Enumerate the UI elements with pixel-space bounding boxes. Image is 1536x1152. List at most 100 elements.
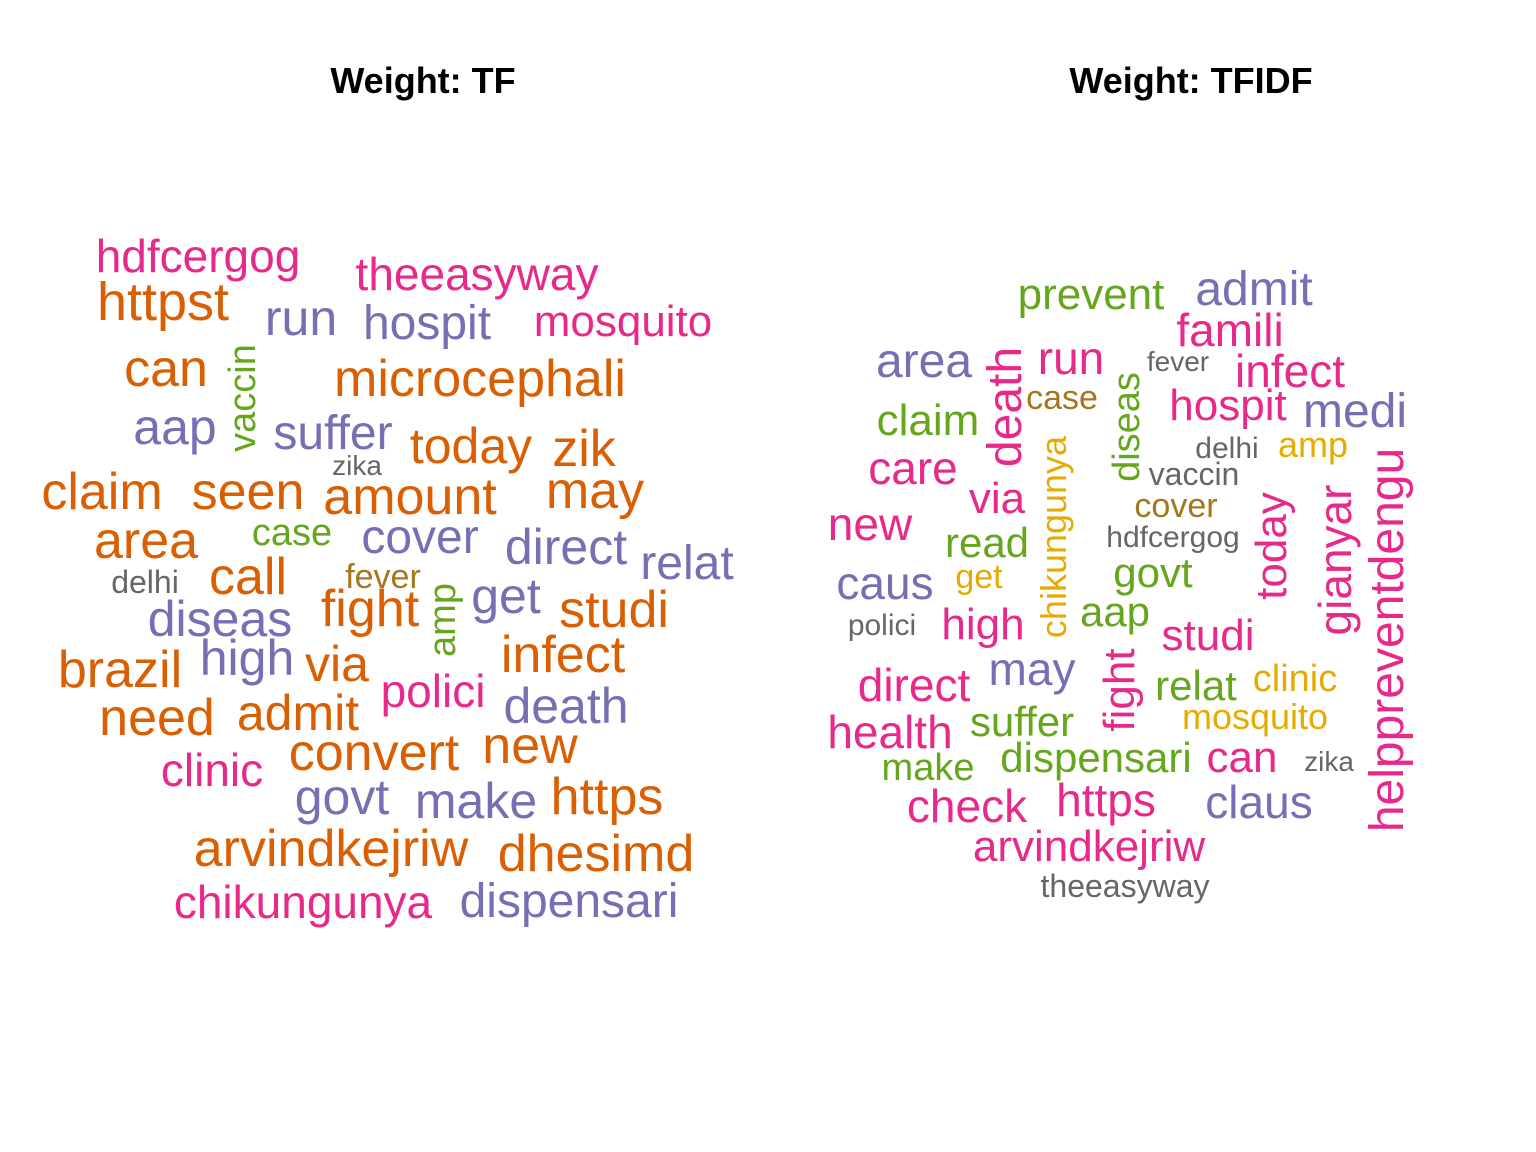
word-suffer: suffer [273, 407, 393, 460]
word-cover: cover [361, 511, 479, 564]
word-govt: govt [294, 769, 390, 825]
word-hospit: hospit [1169, 381, 1287, 430]
word-zika: zika [332, 450, 382, 481]
word-area: area [93, 512, 199, 570]
word-infect: infect [1235, 345, 1345, 397]
word-httpst: httpst [96, 272, 230, 332]
word-dispensari: dispensari [1000, 734, 1192, 781]
word-case: case [251, 512, 333, 554]
word-theeasyway: theeasyway [355, 248, 599, 300]
word-today: today [1247, 492, 1296, 600]
word-dhesimd: dhesimd [497, 825, 695, 883]
word-clinic: clinic [160, 744, 264, 796]
word-clinic: clinic [1252, 658, 1338, 700]
word-relat: relat [640, 537, 734, 590]
word-diseas: diseas [1106, 372, 1148, 482]
word-death: death [979, 346, 1032, 468]
word-claim: claim [876, 396, 980, 445]
word-need: need [99, 689, 215, 747]
word-polici: polici [380, 665, 486, 717]
word-admit: admit [236, 685, 360, 741]
word-suffer: suffer [969, 698, 1075, 745]
word-diseas: diseas [147, 591, 293, 647]
word-gianyar: gianyar [1309, 484, 1361, 636]
word-mosquito: mosquito [533, 297, 713, 346]
word-run: run [264, 290, 338, 346]
word-dispensari: dispensari [459, 875, 679, 928]
word-zik: zik [552, 420, 616, 478]
word-arvindkejriw: arvindkejriw [972, 822, 1206, 871]
word-prevent: prevent [1017, 270, 1165, 319]
word-hdfcergog: hdfcergog [95, 230, 301, 282]
word-microcephali: microcephali [334, 350, 626, 408]
word-fight: fight [320, 580, 420, 638]
word-can: can [1206, 733, 1278, 782]
word-get: get [471, 568, 541, 624]
word-seen: seen [191, 463, 305, 521]
word-area: area [875, 335, 973, 388]
word-arvindkejriw: arvindkejriw [193, 820, 469, 878]
word-high: high [199, 630, 295, 686]
word-make: make [881, 747, 975, 789]
word-delhi: delhi [1195, 432, 1259, 465]
word-get: get [955, 558, 1003, 596]
word-high: high [941, 600, 1025, 649]
word-direct: direct [504, 519, 628, 575]
word-admit: admit [1195, 263, 1313, 316]
word-infect: infect [500, 626, 626, 684]
word-caus: caus [836, 557, 934, 609]
word-case: case [1026, 379, 1098, 417]
word-make: make [414, 773, 538, 829]
word-studi: studi [559, 581, 669, 639]
word-zika: zika [1304, 746, 1354, 777]
word-brazil: brazil [57, 641, 183, 699]
word-helppreventdengu: helppreventdengu [1361, 447, 1414, 833]
word-fever: fever [1146, 346, 1210, 377]
word-studi: studi [1161, 611, 1255, 660]
word-new: new [482, 717, 578, 775]
word-health: health [827, 706, 953, 758]
word-claus: claus [1205, 776, 1313, 828]
word-theeasyway: theeasyway [1040, 868, 1210, 904]
word-fight: fight [1095, 648, 1144, 732]
word-check: check [906, 780, 1028, 832]
word-death: death [503, 678, 629, 734]
word-chikungunya: chikungunya [1033, 435, 1074, 639]
word-hospit: hospit [362, 297, 492, 350]
word-https: https [550, 768, 664, 826]
word-may: may [988, 643, 1076, 695]
word-https: https [1056, 774, 1156, 826]
word-may: may [545, 462, 645, 520]
word-via: via [968, 474, 1026, 523]
word-famili: famili [1176, 304, 1284, 356]
word-medi: medi [1302, 385, 1408, 438]
word-hdfcergog: hdfcergog [1106, 521, 1240, 554]
word-chikungunya: chikungunya [173, 876, 433, 928]
panel-title-tfidf: Weight: TFIDF [1069, 60, 1313, 101]
word-govt: govt [1113, 549, 1193, 596]
word-today: today [409, 418, 533, 474]
word-relat: relat [1155, 662, 1237, 709]
word-mosquito: mosquito [1181, 696, 1329, 737]
panel-title-tf: Weight: TF [330, 60, 516, 101]
word-run: run [1037, 332, 1105, 384]
word-amp: amp [1277, 424, 1349, 465]
word-new: new [827, 498, 913, 550]
word-vaccin: vaccin [1148, 456, 1240, 492]
word-call: call [208, 548, 288, 606]
word-amount: amount [323, 468, 497, 526]
word-fever: fever [345, 558, 421, 596]
word-convert: convert [288, 724, 460, 782]
word-polici: polici [847, 609, 917, 642]
word-delhi: delhi [111, 564, 179, 600]
word-aap: aap [133, 399, 217, 455]
word-aap: aap [1079, 588, 1151, 635]
word-via: via [305, 636, 369, 692]
word-care: care [868, 442, 958, 494]
word-claim: claim [41, 463, 163, 521]
word-read: read [944, 519, 1030, 566]
word-can: can [124, 340, 208, 398]
word-cover: cover [1134, 487, 1218, 525]
